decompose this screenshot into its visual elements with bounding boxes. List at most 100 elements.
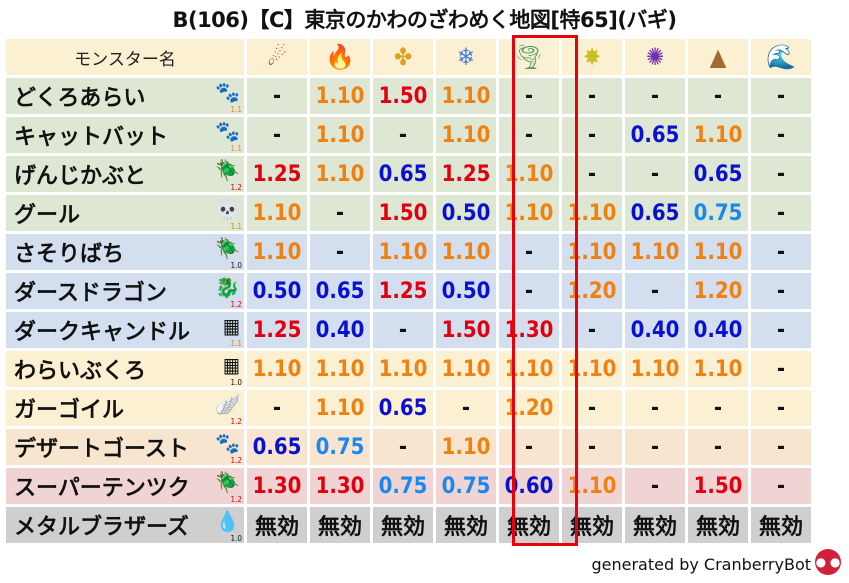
- value-cell: -: [751, 312, 811, 348]
- value-cell: -: [751, 195, 811, 231]
- insect-type-icon: 🪲: [215, 470, 240, 494]
- monster-name: げんじかぶと: [14, 164, 147, 189]
- value-cell: 1.10: [247, 195, 307, 231]
- value-cell: 1.10: [688, 117, 748, 153]
- value-cell: 1.10: [373, 351, 433, 387]
- value-cell: -: [625, 468, 685, 504]
- table-row: さそりばち 🪲 1.0 1.10-1.10 1.10-1.10 1.10 1.10-: [6, 234, 811, 270]
- value-cell: 0.40: [625, 312, 685, 348]
- monster-name: メタルブラザーズ: [14, 515, 189, 540]
- scale-label: 1.1: [230, 144, 242, 153]
- value-cell: 1.10: [436, 234, 496, 270]
- explosion-icon: ✤: [393, 43, 413, 71]
- paw-type-icon: 🐾: [215, 119, 240, 143]
- insect-type-icon: 🪲: [215, 158, 240, 182]
- scale-label: 1.2: [230, 300, 242, 309]
- scale-label: 1.2: [230, 456, 242, 465]
- page-title: B(106)【C】東京のかわのざわめく地図[特65](バギ): [172, 8, 677, 32]
- scale-label: 1.1: [230, 222, 242, 231]
- scale-label: 1.2: [230, 495, 242, 504]
- value-cell: 無効: [436, 507, 496, 543]
- value-cell: -: [751, 468, 811, 504]
- element-header-0: ☄: [247, 39, 307, 75]
- value-cell: 0.75: [688, 195, 748, 231]
- value-cell: -: [688, 390, 748, 426]
- value-cell: 1.10: [436, 117, 496, 153]
- value-cell: 1.10: [247, 351, 307, 387]
- value-cell: 1.25: [373, 273, 433, 309]
- monster-name: スーパーテンツク: [14, 476, 190, 501]
- scale-label: 1.2: [230, 417, 242, 426]
- value-cell: 1.10: [310, 351, 370, 387]
- monster-name: わらいぶくろ: [14, 359, 147, 384]
- value-cell: 1.50: [373, 78, 433, 114]
- value-cell: -: [751, 234, 811, 270]
- value-cell: 1.30: [247, 468, 307, 504]
- value-cell: -: [625, 273, 685, 309]
- value-cell: -: [751, 117, 811, 153]
- value-cell: -: [751, 273, 811, 309]
- value-cell: 1.10: [625, 234, 685, 270]
- value-cell: 無効: [625, 507, 685, 543]
- insect-type-icon: 🪲: [215, 236, 240, 260]
- monster-name-header: モンスター名: [6, 39, 244, 75]
- value-cell: -: [625, 78, 685, 114]
- monster-name: ガーゴイル: [14, 398, 125, 423]
- value-cell: -: [373, 312, 433, 348]
- value-cell: -: [499, 273, 559, 309]
- monster-name-cell: わらいぶくろ ▦ 1.0: [6, 351, 244, 387]
- flame-icon: 🔥: [325, 43, 355, 71]
- value-cell: 1.10: [373, 234, 433, 270]
- value-cell: -: [562, 78, 622, 114]
- monster-name-cell: ダースドラゴン 🐉 1.2: [6, 273, 244, 309]
- value-cell: 0.65: [310, 273, 370, 309]
- paw-type-icon: 🐾: [215, 431, 240, 455]
- value-cell: 1.10: [562, 195, 622, 231]
- value-cell: 0.65: [688, 156, 748, 192]
- value-cell: -: [562, 390, 622, 426]
- table-row: メタルブラザーズ 💧 1.0 無効 無効 無効 無効 無効 無効 無効 無効 無効: [6, 507, 811, 543]
- paw-type-icon: 🐾: [215, 80, 240, 104]
- value-cell: 1.10: [310, 156, 370, 192]
- element-header-7: ▲: [688, 39, 748, 75]
- value-cell: -: [310, 234, 370, 270]
- value-cell: 0.50: [247, 273, 307, 309]
- value-cell: 0.50: [436, 195, 496, 231]
- material-type-icon: ▦: [222, 353, 240, 377]
- monster-name-cell: スーパーテンツク 🪲 1.2: [6, 468, 244, 504]
- value-cell: 0.65: [625, 117, 685, 153]
- value-cell: 0.65: [373, 390, 433, 426]
- monster-name-cell: キャットバット 🐾 1.1: [6, 117, 244, 153]
- value-cell: 0.75: [436, 468, 496, 504]
- element-header-1: 🔥: [310, 39, 370, 75]
- table-row: ダースドラゴン 🐉 1.2 0.50 0.65 1.25 0.50-1.20-1.20-: [6, 273, 811, 309]
- value-cell: 0.50: [436, 273, 496, 309]
- value-cell: 1.10: [247, 234, 307, 270]
- monster-name: どくろあらい: [14, 86, 146, 111]
- element-header-3: ❄: [436, 39, 496, 75]
- value-cell: -: [499, 234, 559, 270]
- value-cell: 無効: [751, 507, 811, 543]
- header-row: モンスター名 ☄ 🔥 ✤ ❄ 🌪 ✸ ✺ ▲ 🌊: [6, 39, 811, 75]
- monster-name: ダースドラゴン: [14, 281, 167, 306]
- value-cell: 1.30: [310, 468, 370, 504]
- value-cell: -: [247, 78, 307, 114]
- monster-name-cell: グール 💀 1.1: [6, 195, 244, 231]
- monster-name-cell: ダークキャンドル ▦ 1.1: [6, 312, 244, 348]
- value-cell: 0.65: [373, 156, 433, 192]
- material-type-icon: ▦: [222, 314, 240, 338]
- value-cell: -: [499, 429, 559, 465]
- monster-name-cell: さそりばち 🪲 1.0: [6, 234, 244, 270]
- table-row: キャットバット 🐾 1.1-1.10-1.10- -0.65 1.10-: [6, 117, 811, 153]
- value-cell: 1.10: [436, 429, 496, 465]
- value-cell: -: [499, 78, 559, 114]
- earth-rock-icon: ▲: [709, 43, 727, 71]
- value-cell: 無効: [688, 507, 748, 543]
- value-cell: -: [247, 390, 307, 426]
- value-cell: 1.10: [310, 78, 370, 114]
- value-cell: 1.50: [373, 195, 433, 231]
- cranberry-bot-icon: ● ●: [815, 549, 841, 575]
- value-cell: 1.30: [499, 312, 559, 348]
- scale-label: 1.0: [230, 261, 242, 270]
- light-star-icon: ✸: [582, 43, 602, 71]
